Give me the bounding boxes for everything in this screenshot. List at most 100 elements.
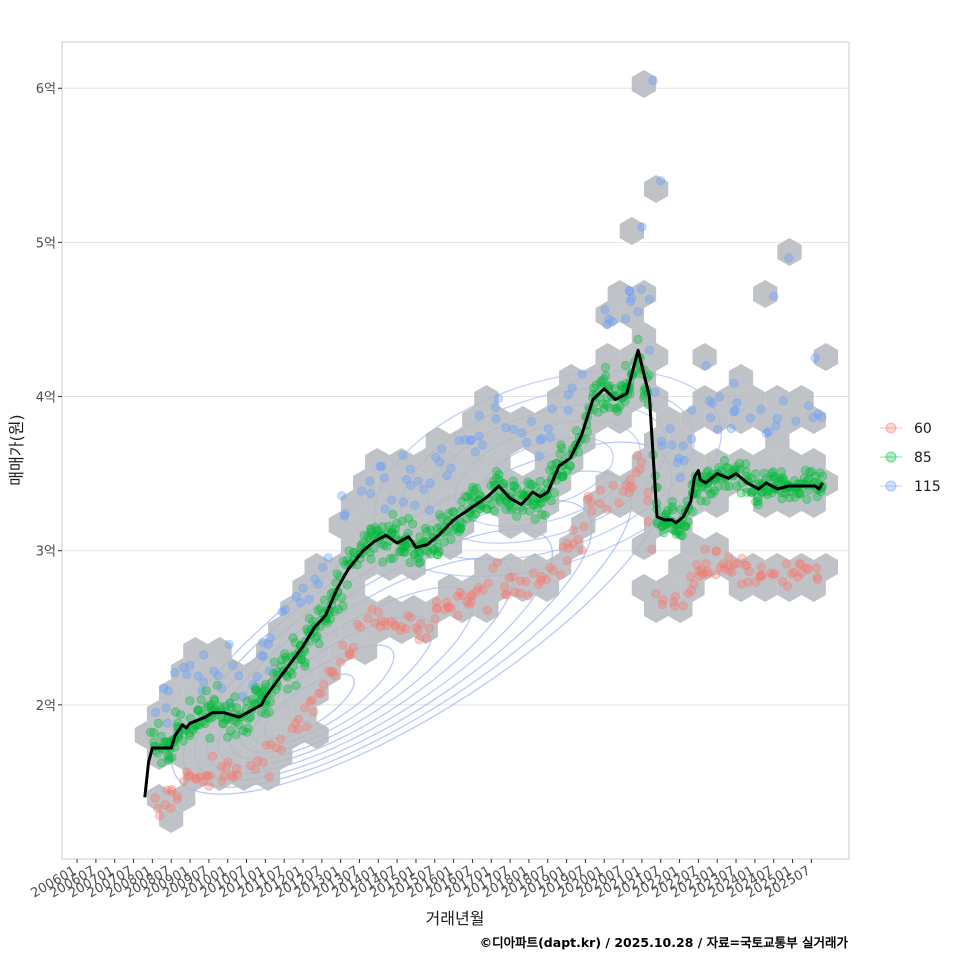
scatter-point <box>295 597 306 608</box>
hex-bin <box>353 637 378 665</box>
hex-bin <box>183 763 208 791</box>
scatter-point <box>732 398 742 408</box>
scatter-point <box>234 720 244 730</box>
scatter-point <box>217 761 227 772</box>
scatter-point <box>373 607 383 617</box>
scatter-point <box>568 525 578 535</box>
scatter-point <box>195 772 205 782</box>
hex-bin <box>243 742 269 770</box>
scatter-point <box>549 488 560 498</box>
hex-bin <box>619 469 644 497</box>
scatter-point <box>691 560 702 570</box>
scatter-point <box>415 532 425 542</box>
scatter-point <box>600 305 610 315</box>
scatter-point <box>385 553 395 564</box>
hex-bin <box>413 490 438 518</box>
scatter-point <box>349 547 359 558</box>
hex-bin <box>510 574 535 602</box>
scatter-point <box>793 572 803 582</box>
scatter-point <box>215 701 225 712</box>
scatter-point <box>302 624 312 634</box>
scatter-point <box>530 514 540 524</box>
scatter-point <box>441 597 452 607</box>
scatter-point <box>287 669 297 679</box>
hex-bin <box>171 658 196 686</box>
legend-item-60[interactable]: 60 <box>880 421 932 437</box>
scatter-point <box>747 487 757 498</box>
scatter-point <box>558 542 568 552</box>
legend-item-85[interactable]: 85 <box>880 450 932 466</box>
scatter-point <box>750 577 761 588</box>
scatter-point <box>264 771 274 782</box>
scatter-point <box>567 383 577 393</box>
scatter-point <box>732 559 742 569</box>
hex-bin <box>656 448 681 476</box>
hex-bin <box>522 469 547 497</box>
hex-bin <box>280 721 305 749</box>
scatter-point <box>370 618 380 628</box>
scatter-point <box>650 387 660 397</box>
scatter-point <box>536 575 546 585</box>
y-tick-label: 5억 <box>36 236 56 251</box>
scatter-point <box>410 500 420 510</box>
hex-bin <box>450 469 475 497</box>
hex-bin <box>789 553 814 581</box>
scatter-point <box>508 503 518 513</box>
scatter-point <box>319 680 329 690</box>
scatter-point <box>156 731 166 742</box>
hex-bin <box>389 490 414 518</box>
scatter-point <box>323 553 333 563</box>
scatter-point <box>670 526 680 536</box>
scatter-point <box>515 588 526 598</box>
scatter-point <box>337 491 347 501</box>
scatter-point <box>784 253 794 263</box>
scatter-point <box>167 752 177 763</box>
hex-bin <box>498 511 523 539</box>
scatter-point <box>431 597 442 607</box>
scatter-point <box>696 481 707 491</box>
scatter-point <box>545 432 556 442</box>
scatter-point <box>436 513 446 523</box>
scatter-point <box>589 383 599 393</box>
scatter-point <box>430 614 440 624</box>
scatter-point <box>184 771 194 781</box>
scatter-point <box>413 476 423 486</box>
scatter-point <box>455 587 465 598</box>
scatter-point <box>563 390 573 400</box>
scatter-point <box>163 751 173 761</box>
scatter-point <box>170 667 180 678</box>
scatter-point <box>700 544 710 554</box>
scatter-point <box>251 685 261 695</box>
scatter-point <box>579 521 589 532</box>
scatter-point <box>685 571 696 582</box>
scatter-point <box>701 467 712 478</box>
scatter-point <box>547 460 557 470</box>
scatter-point <box>546 496 556 506</box>
median-line-layer <box>143 348 824 798</box>
scatter-point <box>269 657 279 667</box>
scatter-point <box>657 599 667 610</box>
hex-bin <box>656 406 681 434</box>
scatter-point <box>675 530 686 541</box>
legend-label-60: 60 <box>914 421 932 437</box>
scatter-point <box>532 503 542 513</box>
scatter-point <box>753 496 763 506</box>
scatter-point <box>704 396 715 406</box>
scatter-point <box>248 680 258 690</box>
hex-bin <box>753 490 778 518</box>
hex-bin <box>559 448 584 476</box>
hex-bin <box>619 217 644 245</box>
hex-bin <box>583 364 608 392</box>
hex-bin <box>353 595 378 623</box>
scatter-point <box>422 526 432 537</box>
hex-bin <box>146 700 172 728</box>
scatter-point <box>528 496 538 506</box>
legend-item-115[interactable]: 115 <box>880 479 941 495</box>
scatter-point <box>511 484 522 494</box>
hex-bin <box>559 364 584 392</box>
scatter-point <box>293 724 303 734</box>
scatter-point <box>494 469 504 480</box>
scatter-point <box>395 625 405 636</box>
scatter-point <box>683 517 693 527</box>
hex-bin <box>498 427 523 455</box>
